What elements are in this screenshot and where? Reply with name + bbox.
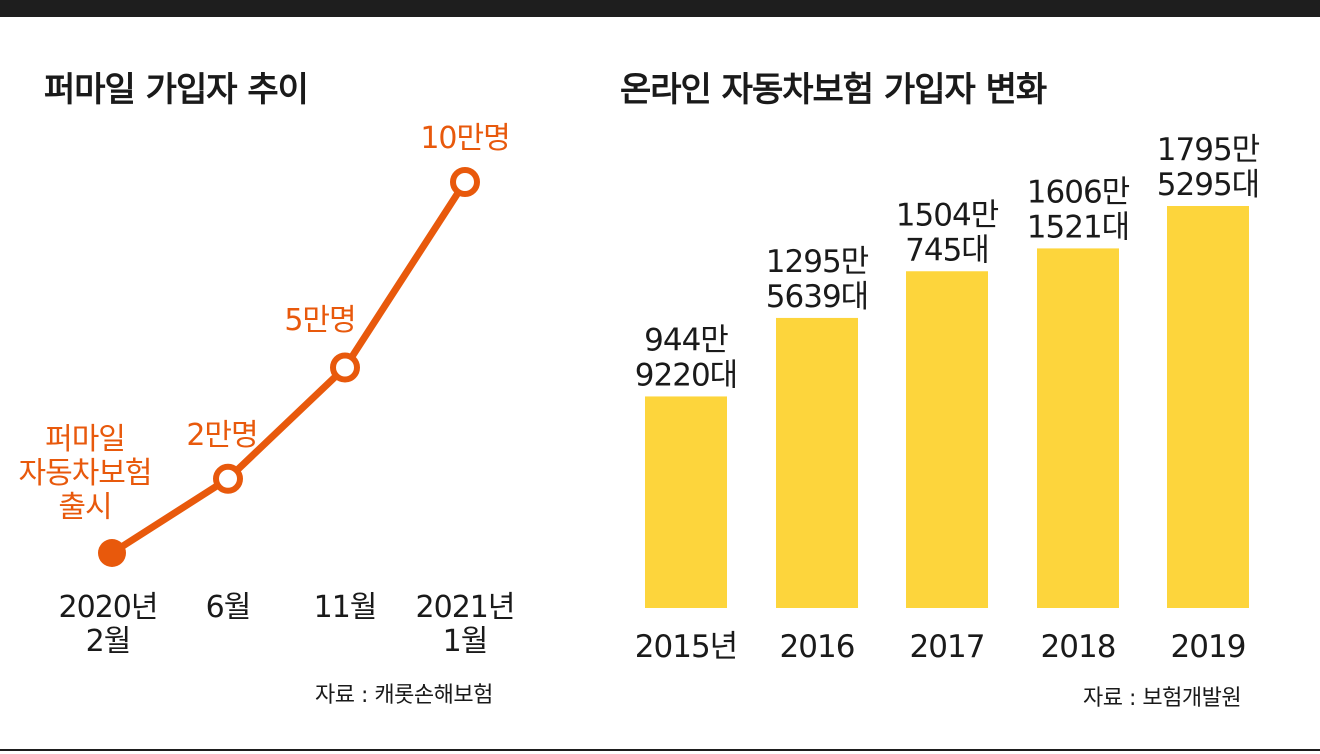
line-data-label-line: 5만명 [284, 303, 355, 338]
launch-annotation-line: 퍼마일 [45, 422, 125, 457]
line-x-tick-label-line: 2020년 [59, 590, 158, 625]
bar-value-label-line: 745대 [905, 232, 989, 268]
bar [906, 271, 988, 608]
line-x-tick-label: 6월 [206, 590, 251, 625]
line-point [213, 463, 243, 494]
bar [776, 317, 858, 608]
line-x-tick-label-line: 2월 [86, 624, 131, 659]
line-x-tick-label-line: 6월 [206, 590, 251, 625]
line-x-tick-label: 2020년 2월 [59, 590, 158, 659]
top-rule [0, 0, 1320, 17]
line-data-label: 5만명 [284, 303, 355, 338]
bar-x-tick-label: 2017 [910, 629, 985, 665]
bar [645, 396, 727, 608]
launch-annotation: 퍼마일 자동차보험 출시 [19, 422, 152, 525]
bar-x-tick-label: 2018 [1041, 629, 1116, 665]
bar-value-label-line: 1606만 [1027, 174, 1130, 210]
line-x-tick-label: 11월 [314, 590, 377, 625]
line-x-tick-label-line: 2021년 [416, 590, 515, 625]
line-data-label-line: 2만명 [186, 418, 257, 453]
bar [1167, 206, 1249, 608]
bar [1037, 248, 1119, 608]
bar-value-label-line: 9220대 [635, 357, 737, 393]
bar-x-tick-label: 2019 [1171, 629, 1246, 665]
line-x-tick-label-line: 1월 [443, 624, 488, 659]
bar-chart-source: 자료 : 보험개발원 [1083, 686, 1242, 711]
line-point [450, 167, 480, 197]
bar-value-label: 1504만 745대 [896, 197, 999, 268]
line-x-tick-label: 2021년 1월 [416, 590, 515, 659]
bottom-rule [0, 749, 1320, 751]
line-data-label: 10만명 [420, 121, 509, 156]
bar-x-tick-label: 2016 [780, 629, 855, 665]
launch-annotation-line: 자동차보험 [19, 456, 152, 491]
line-point [330, 352, 360, 383]
bar-value-label-line: 944만 [644, 322, 728, 358]
bar-value-label-line: 5639대 [766, 279, 868, 315]
launch-annotation-line: 출시 [58, 490, 111, 525]
line-series [108, 178, 469, 557]
line-x-tick-label-line: 11월 [314, 590, 377, 625]
line-data-label-line: 10만명 [420, 121, 509, 156]
bar-value-label: 1606만 1521대 [1027, 174, 1130, 245]
line-chart-title: 퍼마일 가입자 추이 [44, 70, 309, 110]
bar-value-label-line: 5295대 [1157, 167, 1259, 203]
bar-value-label-line: 1795만 [1157, 132, 1260, 168]
bar-value-label: 1295만 5639대 [766, 244, 869, 315]
bar-value-label-line: 1521대 [1027, 209, 1129, 245]
line-chart-source: 자료 : 캐롯손해보험 [315, 683, 493, 708]
bar-value-label: 944만 9220대 [635, 322, 737, 393]
bar-x-tick-label: 2015년 [635, 629, 737, 665]
bar-chart-title: 온라인 자동차보험 가입자 변화 [620, 70, 1047, 110]
bar-value-label: 1795만 5295대 [1157, 132, 1260, 203]
bar-value-label-line: 1504만 [896, 197, 999, 233]
line-data-label: 2만명 [186, 418, 257, 453]
line-point-start [98, 539, 126, 567]
bar-value-label-line: 1295만 [766, 244, 869, 280]
